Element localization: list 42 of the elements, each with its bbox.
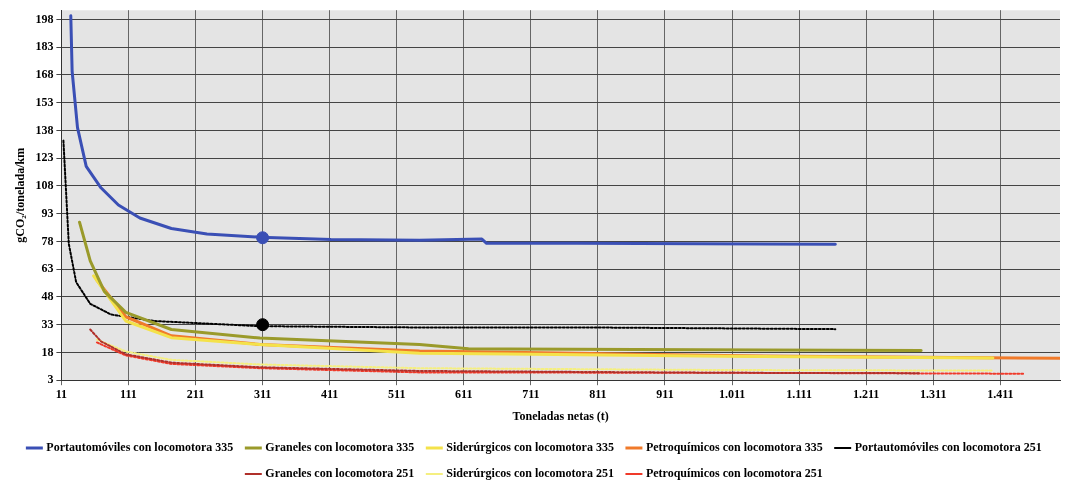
legend-label: Siderúrgicos con locomotora 335 <box>446 440 614 455</box>
x-tick-label: 711 <box>522 387 540 402</box>
x-axis-title: Toneladas netas (t) <box>512 408 609 423</box>
x-tick-label: 511 <box>388 387 406 402</box>
y-tick-label: 63 <box>41 261 54 276</box>
x-tick-label: 911 <box>656 387 674 402</box>
y-tick-label: 33 <box>41 316 54 331</box>
y-tick-label: 153 <box>35 94 54 109</box>
line-series <box>62 139 837 331</box>
legend-label: Portautomóviles con locomotora 251 <box>854 440 1042 455</box>
x-tick-label: 1.211 <box>853 387 880 402</box>
x-tick-label: 11 <box>55 387 68 402</box>
legend-label: Petroquímicos con locomotora 335 <box>645 440 823 455</box>
legend-label: Graneles con locomotora 251 <box>265 466 415 481</box>
y-tick-label: 138 <box>35 122 54 137</box>
x-tick-label: 811 <box>589 387 607 402</box>
x-tick-label: 311 <box>253 387 272 402</box>
y-tick-label: 123 <box>35 150 54 165</box>
line-series <box>95 338 994 372</box>
y-tick-label: 183 <box>35 39 54 54</box>
y-tick-label: 3 <box>47 372 54 387</box>
y-tick-label: 108 <box>35 178 54 193</box>
x-tick-label: 1.311 <box>920 387 947 402</box>
x-tick-label: 411 <box>320 387 339 402</box>
legend-label: Graneles con locomotora 335 <box>265 440 415 455</box>
y-tick-label: 168 <box>35 67 54 82</box>
legend-label: Siderúrgicos con locomotora 251 <box>446 466 614 481</box>
y-axis-title: gCO₂/tonelada/km <box>13 147 28 243</box>
y-tick-label: 18 <box>41 344 54 359</box>
line-series <box>89 328 921 375</box>
y-tick-label: 48 <box>41 289 54 304</box>
x-tick-label: 611 <box>455 387 473 402</box>
x-tick-label: 1.111 <box>786 387 812 402</box>
x-tick-label: 111 <box>120 387 137 402</box>
legend-label: Portautomóviles con locomotora 335 <box>46 440 234 455</box>
y-tick-label: 198 <box>35 11 54 26</box>
x-tick-label: 1.011 <box>718 387 746 402</box>
legend-label: Petroquímicos con locomotora 251 <box>645 466 823 481</box>
x-tick-label: 211 <box>186 387 205 402</box>
y-tick-label: 78 <box>41 233 54 248</box>
y-tick-label: 93 <box>41 205 54 220</box>
x-tick-label: 1.411 <box>987 387 1014 402</box>
